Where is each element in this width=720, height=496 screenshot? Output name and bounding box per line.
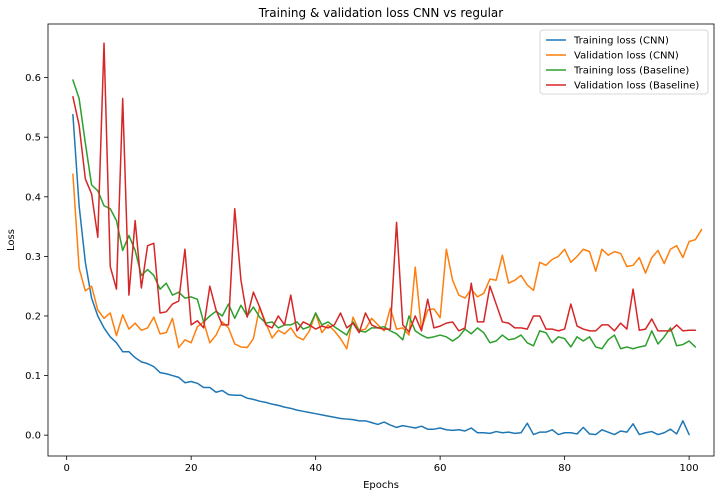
- x-tick-label: 100: [680, 463, 699, 474]
- y-tick-label: 0.4: [25, 192, 41, 203]
- x-tick-label: 20: [185, 463, 198, 474]
- legend-label-3: Training loss (Baseline): [573, 66, 689, 77]
- legend: Training loss (CNN) Validation loss (CNN)…: [539, 29, 709, 95]
- y-tick-label: 0.2: [25, 311, 41, 322]
- series-line-2: [72, 173, 703, 350]
- legend-label-1: Training loss (CNN): [573, 36, 669, 47]
- series-line-3: [72, 79, 697, 350]
- series-line-1: [72, 113, 690, 436]
- y-tick-label: 0.6: [25, 73, 41, 84]
- y-axis-label: Loss: [6, 229, 17, 251]
- y-tick-label: 0.3: [25, 252, 41, 263]
- x-tick-label: 40: [309, 463, 322, 474]
- y-tick-label: 0.1: [25, 371, 41, 382]
- x-tick-label: 60: [434, 463, 447, 474]
- x-tick-label: 80: [558, 463, 571, 474]
- y-tick-label: 0.5: [25, 133, 41, 144]
- x-axis-label: Epochs: [363, 480, 399, 491]
- legend-label-2: Validation loss (CNN): [574, 51, 679, 62]
- plot-frame: [47, 23, 715, 457]
- x-tick-label: 0: [63, 463, 69, 474]
- series-layer: [72, 42, 703, 436]
- chart-title: Training & validation loss CNN vs regula…: [258, 6, 504, 20]
- legend-label-4: Validation loss (Baseline): [574, 81, 699, 92]
- series-line-4: [72, 42, 697, 334]
- axes-layer: 0 20 40 60 80 100 0.0 0.1 0.2 0.3 0.4 0.5 0.6: [25, 23, 715, 474]
- legend-box: [539, 29, 709, 95]
- y-tick-label: 0.0: [25, 431, 41, 442]
